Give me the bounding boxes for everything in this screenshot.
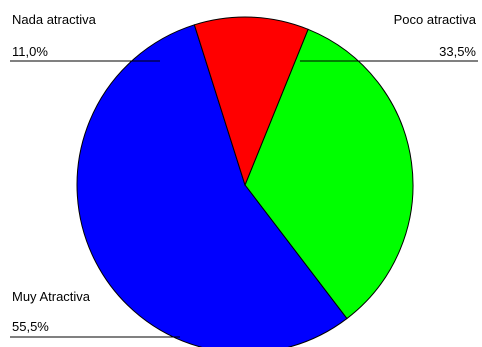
slice-value-muy-atractiva: 55,5% [12,319,49,334]
slice-label-nada-atractiva: Nada atractiva [12,12,97,27]
slice-value-poco-atractiva: 33,5% [439,44,476,59]
pie-slice-nada-atractiva [193,16,309,187]
slice-value-nada-atractiva: 11,0% [12,44,48,59]
slice-label-muy-atractiva: Muy Atractiva [12,289,91,304]
slice-label-poco-atractiva: Poco atractiva [394,12,477,27]
pie-slices [76,16,414,347]
pie-slice-poco-atractiva [244,28,414,320]
leader-lines [10,60,478,338]
pie-slice-muy-atractiva [76,24,348,347]
